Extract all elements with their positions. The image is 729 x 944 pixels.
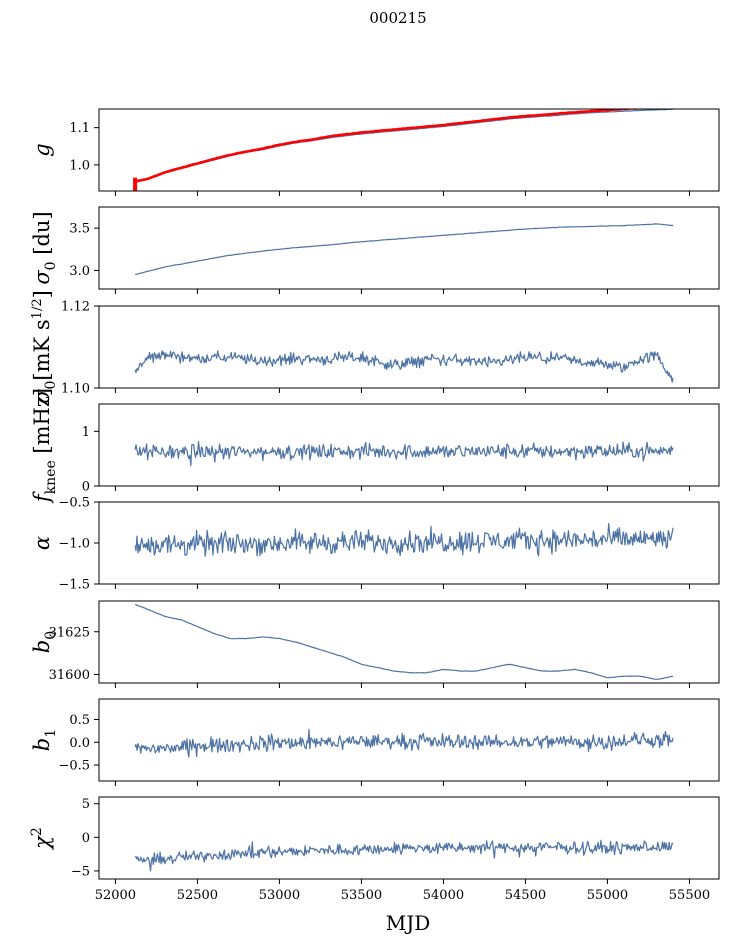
series-group — [134, 839, 674, 872]
y-tick-label: 0.0 — [69, 736, 90, 751]
x-tick-label: 52500 — [177, 888, 218, 903]
y-axis-label: g — [30, 143, 54, 156]
panel-sigma0_du: 3.0 3.5 σ0 [du] — [30, 206, 720, 294]
y-tick-label: −5 — [71, 864, 90, 879]
series-line-data — [134, 441, 674, 467]
series-line-data — [134, 839, 674, 872]
y-axis-label: α — [30, 536, 54, 550]
y-axis-label: χ2 — [29, 827, 54, 851]
panel-b1: −0.5 0.0 0.5 b1 — [30, 698, 720, 786]
series-group — [135, 223, 674, 276]
y-axis-label: σ0 [du] — [30, 211, 59, 284]
y-tick-label: 0 — [82, 480, 90, 495]
y-tick-label: 31625 — [49, 625, 90, 640]
y-tick-label: 5 — [82, 797, 90, 812]
series-line-data — [134, 109, 674, 183]
y-axis-label: b1 — [30, 729, 59, 751]
panel-frame — [98, 108, 720, 192]
series-line-reference — [134, 109, 657, 183]
series-line-data — [134, 523, 674, 557]
y-tick-label: −0.5 — [58, 759, 90, 774]
y-axis-label: fknee [mHz] — [30, 388, 59, 504]
panel-chi2: −5 0 5 52000 52500 53000 53500 54000 54500 55000 5… — [29, 796, 720, 903]
y-tick-label: 0 — [82, 831, 90, 846]
y-tick-label: 31600 — [49, 668, 90, 683]
y-tick-label: 1 — [82, 425, 90, 440]
panel-frame — [98, 796, 720, 880]
x-tick-label: 54000 — [423, 888, 464, 903]
figure-suptitle: 000215 — [369, 9, 426, 27]
panel-frame — [98, 305, 720, 389]
series-line-data — [135, 223, 674, 276]
y-axis-label: b0 — [30, 631, 59, 653]
panel-frame — [98, 403, 720, 487]
series-line-data — [134, 728, 674, 758]
x-tick-label: 52000 — [95, 888, 136, 903]
series-group — [134, 603, 674, 680]
x-tick-label: 55500 — [669, 888, 710, 903]
panel-alpha: −1.5 −1.0 −0.5 α — [30, 496, 720, 593]
series-line-data — [134, 603, 674, 680]
x-axis-label: MJD — [386, 911, 431, 935]
panel-fknee: 0 1 fknee [mHz] — [30, 388, 720, 504]
y-tick-label: 3.5 — [69, 222, 90, 237]
y-tick-label: 1.10 — [61, 382, 90, 397]
panel-frame — [98, 600, 720, 684]
x-tick-label: 53000 — [259, 888, 300, 903]
series-line-data — [134, 350, 674, 383]
y-tick-label: 1.12 — [61, 300, 90, 315]
y-axis-label: σ0[mK s1/2] — [30, 290, 59, 404]
y-tick-label: 1.1 — [69, 121, 90, 136]
series-group — [134, 441, 674, 467]
x-tick-label: 55000 — [587, 888, 628, 903]
x-tick-label: 54500 — [505, 888, 546, 903]
panel-frame — [98, 698, 720, 782]
panel-frame — [98, 206, 720, 290]
x-tick-label: 53500 — [341, 888, 382, 903]
panel-g: 1.0 1.1 g — [30, 108, 720, 196]
y-tick-label: 1.0 — [69, 158, 90, 173]
y-tick-label: 0.5 — [69, 713, 90, 728]
series-group — [133, 109, 674, 191]
y-tick-label: −1.0 — [58, 537, 90, 552]
series-group — [134, 350, 674, 383]
y-tick-label: −0.5 — [58, 496, 90, 511]
series-group — [134, 728, 674, 758]
series-group — [134, 523, 674, 557]
y-tick-label: −1.5 — [58, 578, 90, 593]
y-tick-label: 3.0 — [69, 264, 90, 279]
